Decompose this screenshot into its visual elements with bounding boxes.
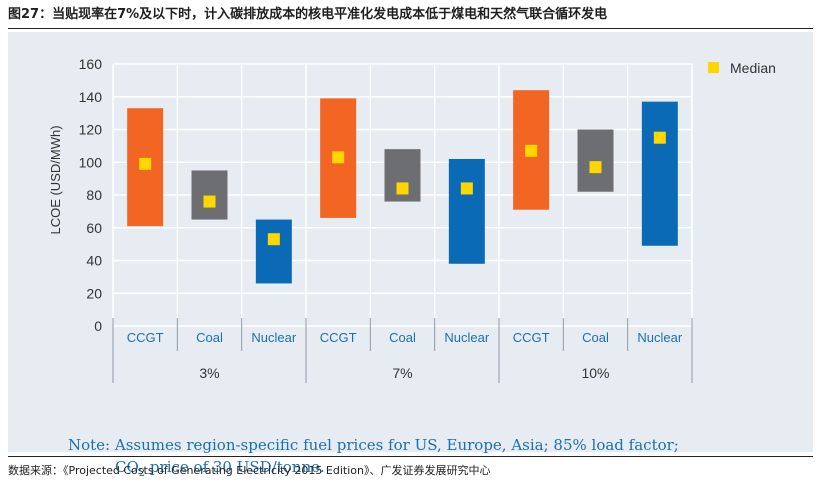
note-co-text: CO [115, 458, 139, 476]
y-tick-label: 0 [94, 318, 102, 334]
chart-panel: 0 20 40 60 80 100 120 140 160 CCGT Coal Nuclear CCGT… [8, 32, 813, 479]
y-tick-label: 80 [86, 187, 102, 203]
median-marker [460, 182, 473, 195]
median-marker [267, 233, 280, 246]
x-tick-label: Nuclear [444, 330, 489, 345]
x-tick-label: Coal [582, 330, 609, 345]
x-tick-label: CCGT [320, 330, 357, 345]
median-marker [589, 161, 602, 174]
y-tick-label: 40 [86, 253, 102, 269]
median-marker [525, 144, 538, 157]
y-tick-label: 100 [79, 154, 103, 170]
x-tick-label: Coal [196, 330, 223, 345]
y-axis-label: LCOE (USD/MWh) [48, 125, 63, 234]
note-line-2: CO2 price of 30 USD/tonne. [68, 456, 808, 485]
y-tick-label: 20 [86, 285, 102, 301]
y-tick-label: 60 [86, 220, 102, 236]
legend-median-label: Median [730, 60, 776, 76]
figure-title: 图27：当贴现率在7%及以下时，计入碳排放成本的核电平准化发电成本低于煤电和天然… [8, 7, 608, 22]
y-tick-label: 120 [79, 122, 103, 138]
range-bar-coal-3pct [191, 170, 228, 220]
median-marker [332, 151, 345, 164]
median-marker [396, 182, 409, 195]
y-tick-label: 140 [79, 89, 103, 105]
title-divider [8, 28, 813, 29]
range-bar-nuclear-7pct [448, 158, 485, 264]
source-divider [8, 456, 813, 457]
note-co-subscript: 2 [138, 468, 146, 479]
bar-layer [127, 90, 678, 284]
legend-median-swatch [708, 62, 719, 73]
axis-layer: 0 20 40 60 80 100 120 140 160 CCGT Coal Nuclear CCGT… [79, 56, 693, 383]
median-marker [139, 157, 152, 170]
note-price-text: price of 30 USD/tonne. [145, 458, 325, 476]
legend: Median [708, 60, 776, 76]
x-tick-label: Nuclear [251, 330, 296, 345]
range-bar-nuclear-10pct [641, 101, 678, 246]
x-group-label: 10% [581, 365, 609, 381]
range-bar-nuclear-3pct [255, 219, 292, 284]
x-group-label: 7% [392, 365, 412, 381]
median-marker [653, 131, 666, 144]
source-text: 数据来源：《Projected Costs of Generating Elec… [8, 464, 491, 477]
x-tick-label: CCGT [127, 330, 164, 345]
x-tick-label: Coal [389, 330, 416, 345]
x-tick-label: Nuclear [637, 330, 682, 345]
note-line-1: Note: Assumes region-specific fuel price… [68, 436, 679, 454]
range-bar-coal-10pct [577, 129, 614, 192]
y-tick-label: 160 [79, 56, 103, 72]
chart-note: Note: Assumes region-specific fuel price… [68, 434, 808, 485]
lcoe-chart: 0 20 40 60 80 100 120 140 160 CCGT Coal Nuclear CCGT… [48, 56, 776, 383]
median-marker [203, 195, 216, 208]
x-tick-label: CCGT [513, 330, 550, 345]
x-group-label: 3% [199, 365, 219, 381]
